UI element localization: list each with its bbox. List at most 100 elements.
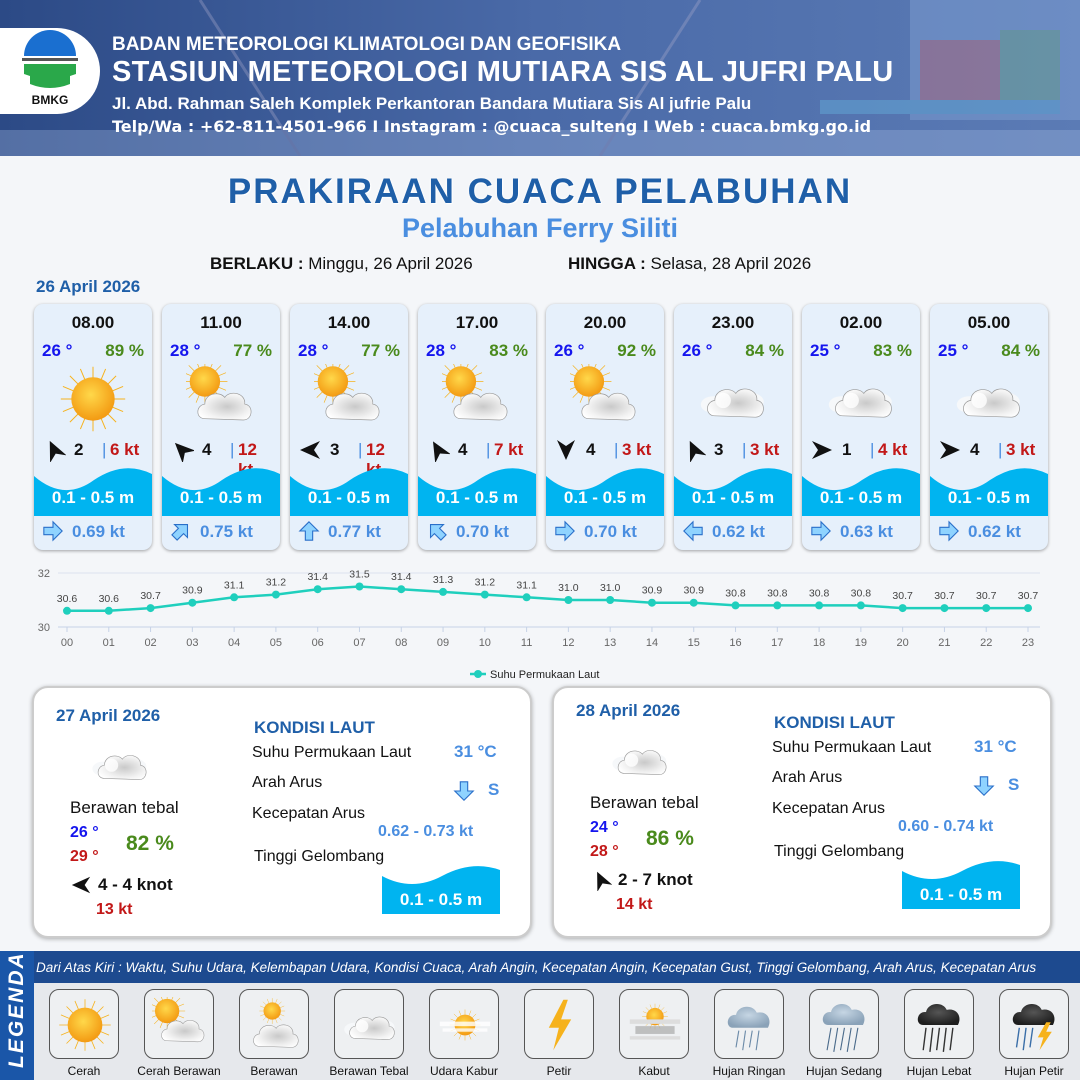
legend-item-label: Petir [546,1064,572,1078]
data-point[interactable] [940,604,949,613]
separator: | [998,440,1003,459]
weather-condition: Berawan tebal [590,793,699,812]
current-direction-label: Arah Arus [772,769,843,786]
x-tick-label: 12 [562,637,574,649]
data-point[interactable] [856,601,865,610]
cloudy-icon [826,364,896,434]
separator: | [870,440,875,459]
data-label: 30.7 [140,590,161,602]
valid-to: HINGGA : Selasa, 28 April 2026 [568,254,811,274]
gust-speed: 4 kt [878,440,908,459]
data-label: 30.8 [809,587,830,599]
x-tick-label: 16 [729,637,741,649]
x-tick-label: 03 [186,637,198,649]
legend-item: Berawan Tebal [321,989,417,1078]
legend: LEGENDA Dari Atas Kiri : Waktu, Suhu Uda… [0,951,1080,1080]
wave-height-label: Tinggi Gelombang [254,848,385,865]
cloudy-icon [610,729,670,789]
humidity: 83 % [873,341,912,360]
data-point[interactable] [63,606,71,615]
x-tick-label: 09 [437,637,449,649]
temp-min: 24 ° [590,819,619,836]
data-label: 30.6 [57,593,78,605]
data-point[interactable] [355,582,364,591]
temp-max: 29 ° [70,848,99,865]
valid-from-value: Minggu, 26 April 2026 [308,254,473,273]
wind-info: 4 | 3 kt [552,438,658,462]
humidity: 86 % [646,827,694,850]
data-label: 30.8 [725,587,746,599]
series-line [67,585,1028,613]
humidity: 82 % [126,832,174,855]
forecast-time: 17.00 [455,313,499,332]
wave-height: 0.1 - 0.5 m [819,488,903,507]
station-name: STASIUN METEOROLOGI MUTIARA SIS AL JUFRI… [112,56,894,88]
data-point[interactable] [439,587,448,596]
data-point[interactable] [564,596,573,604]
data-point[interactable] [313,585,322,594]
humidity: 84 % [1001,341,1040,360]
legend-icons: Cerah Cerah Berawan Berawan Berawan Tebal Ud… [34,983,1080,1080]
gust-speed: 13 kt [96,901,133,918]
current-speed: 0.69 kt [72,522,125,541]
data-point[interactable] [731,601,740,610]
daily-forecast-panel: 28 April 2026 Berawan tebal 24 ° 28 ° 86… [552,686,1052,938]
humidity: 77 % [361,341,400,360]
wind-info: 4 | 3 kt [936,438,1042,462]
data-point[interactable] [773,601,782,610]
forecast-time: 02.00 [839,313,883,332]
data-point[interactable] [898,604,907,613]
x-tick-label: 18 [813,637,825,649]
data-point[interactable] [146,604,155,613]
data-point[interactable] [1024,604,1032,613]
legend-item-label: Hujan Sedang [805,1064,883,1078]
wave-height: 0.1 - 0.5 m [947,488,1031,507]
data-point[interactable] [982,604,991,613]
address: Jl. Abd. Rahman Saleh Komplek Perkantora… [112,94,752,113]
x-tick-label: 00 [61,637,73,649]
data-point[interactable] [104,606,113,615]
legend-series-name[interactable]: Suhu Permukaan Laut [490,669,599,681]
humidity: 92 % [617,341,656,360]
legend-item: Petir [511,989,607,1078]
x-tick-label: 08 [395,637,407,649]
sst-label: Suhu Permukaan Laut [772,739,932,756]
legend-item-label: Hujan Petir [1004,1064,1064,1078]
humidity: 89 % [105,341,144,360]
data-point[interactable] [815,601,824,610]
data-point[interactable] [188,598,197,607]
forecast-card: 02.00 25 ° 83 % 1 | 4 kt 0.1 - 0.5 m 0.6… [802,304,920,550]
forecast-time: 08.00 [71,313,115,332]
current-speed-range: 0.60 - 0.74 kt [898,818,994,835]
data-label: 31.5 [349,569,370,581]
cloudy-icon [342,997,398,1053]
data-point[interactable] [647,598,656,607]
humidity: 84 % [745,341,784,360]
forecast-card: 08.00 26 ° 89 % 2 | 6 kt 0.1 - 0.5 m 0.6… [34,304,152,550]
weather-condition: Berawan tebal [70,798,179,817]
temp-min: 26 ° [70,824,99,841]
current-direction-icon [454,781,474,801]
y-tick-label: 30 [38,622,50,634]
current-direction-icon [974,776,994,796]
legend-item-label: Hujan Lebat [906,1064,972,1078]
data-point[interactable] [230,593,239,602]
current-direction-icon [168,520,194,542]
data-point[interactable] [271,590,280,599]
current-direction-icon [683,521,703,541]
wind-direction-icon [940,441,960,459]
current-direction-icon [43,521,63,541]
forecast-time: 05.00 [967,313,1011,332]
current-speed-label: Kecepatan Arus [772,800,885,817]
legend-item: Cerah Berawan [131,989,227,1078]
data-point[interactable] [397,585,406,594]
partly-cloudy-icon [186,364,256,434]
data-label: 31.2 [266,577,287,589]
data-point[interactable] [522,593,531,602]
current-speed: 0.70 kt [584,522,637,541]
lightning-icon [548,999,572,1051]
data-point[interactable] [480,590,489,599]
forecast-time: 14.00 [327,313,371,332]
data-point[interactable] [689,598,698,607]
data-point[interactable] [606,596,615,604]
